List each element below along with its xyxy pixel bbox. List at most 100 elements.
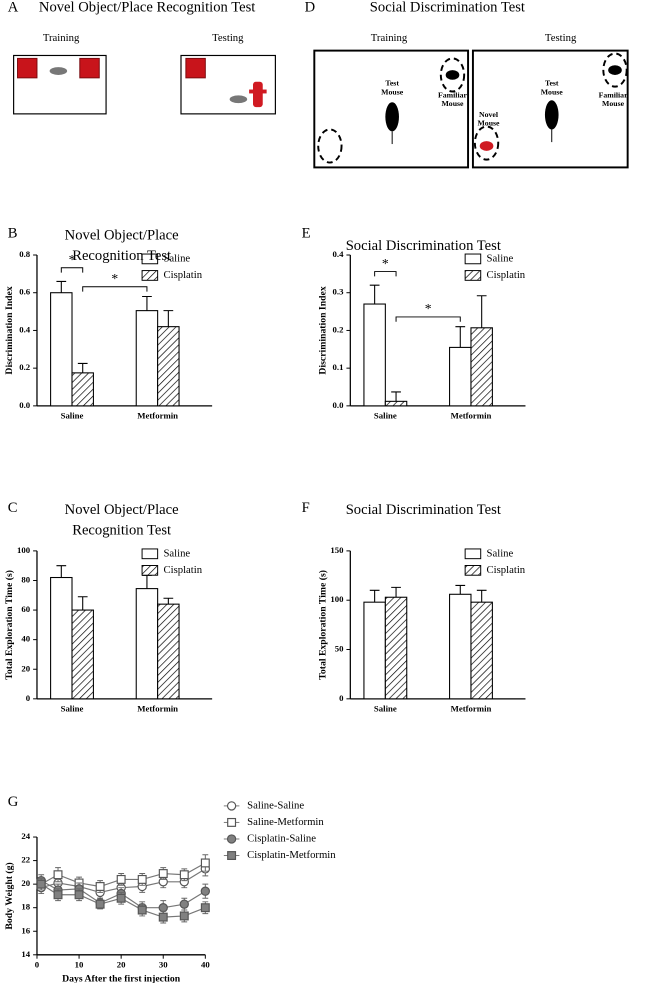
object-cube: [17, 57, 38, 79]
x-tick-label: Saline: [374, 411, 397, 421]
point: [179, 899, 189, 909]
significance-label: *: [425, 301, 432, 316]
legend-label: Saline: [163, 547, 190, 559]
error-bar: [476, 295, 487, 328]
point: [200, 903, 210, 913]
legend-label: Saline-Saline: [247, 799, 304, 811]
point: [95, 882, 105, 891]
legend-marker: [227, 817, 237, 827]
error-bar: [56, 565, 67, 578]
error-bar: [455, 326, 466, 348]
mouse-label: Test Mouse: [381, 78, 404, 97]
panel-title: Social Discrimination Test: [369, 0, 525, 16]
y-axis-label: Body Weight (g): [4, 862, 15, 929]
y-tick-label: 80: [21, 574, 30, 584]
y-axis-label: Total Exploration Time (s): [4, 570, 15, 680]
y-tick-label: 16: [21, 925, 30, 935]
legend-swatch: [141, 253, 159, 265]
significance-bracket: [60, 267, 84, 273]
y-tick-label: 0.0: [19, 400, 31, 410]
y-tick-label: 0.1: [333, 362, 344, 372]
chart-title: Novel Object/Place Recognition Test: [64, 227, 179, 264]
enclosure: [602, 52, 628, 88]
legend-swatch: [141, 565, 159, 576]
significance-label: *: [69, 252, 76, 267]
bar: [71, 609, 94, 700]
object-hydrant: [249, 89, 267, 94]
y-axis-label: Total Exploration Time (s): [317, 570, 328, 680]
bar: [363, 303, 386, 407]
mouse-label: Novel Mouse: [477, 109, 500, 128]
error-bar: [56, 280, 67, 293]
chart-title: Social Discrimination Test: [345, 238, 501, 255]
object-hydrant: [253, 81, 263, 108]
y-tick-label: 20: [21, 663, 30, 673]
point: [116, 874, 126, 884]
legend-label: Cisplatin-Metformin: [247, 849, 336, 861]
y-tick-label: 50: [335, 644, 344, 654]
x-tick-label: Saline: [61, 411, 84, 421]
bar: [157, 603, 180, 700]
bar: [363, 601, 386, 700]
bar: [50, 576, 73, 700]
y-tick-label: 22: [21, 855, 30, 865]
phase-label: Testing: [212, 32, 244, 44]
y-tick-label: 0.4: [333, 249, 345, 259]
y-tick-label: 60: [21, 604, 30, 614]
bar: [135, 588, 159, 700]
panel-letter: F: [301, 500, 310, 516]
y-tick-label: 18: [21, 902, 30, 912]
error-bar: [163, 597, 174, 605]
panel-title: Novel Object/Place Recognition Test: [38, 0, 256, 16]
object-cube: [79, 57, 100, 79]
bar: [470, 601, 493, 700]
point: [137, 905, 147, 915]
error-bar: [476, 589, 487, 603]
error-bar: [163, 310, 174, 327]
point: [53, 890, 63, 900]
chart-title: Social Discrimination Test: [345, 502, 501, 518]
legend-label: Saline: [163, 252, 190, 264]
bar: [71, 372, 94, 407]
legend-swatch: [141, 548, 159, 560]
mouse-label: Test Mouse: [540, 78, 563, 97]
x-tick-label: 10: [75, 960, 84, 970]
point: [200, 886, 210, 896]
legend-marker: [226, 801, 237, 811]
y-axis-label: Discrimination Index: [4, 286, 15, 374]
mouse: [229, 95, 248, 104]
mouse: [479, 141, 494, 151]
legend-swatch: [464, 565, 482, 576]
y-axis-label: Discrimination Index: [317, 286, 328, 374]
x-tick-label: 0: [35, 960, 40, 970]
legend-label: Saline: [487, 547, 514, 559]
panel-letter: B: [7, 225, 18, 242]
significance-label: *: [111, 271, 118, 286]
error-bar: [369, 589, 380, 603]
x-tick-label: 30: [159, 960, 168, 970]
mouse-label: Familiar Mouse: [438, 90, 467, 109]
x-tick-label: Metformin: [451, 411, 492, 421]
legend-label: Cisplatin: [163, 269, 202, 281]
phase-label: Testing: [544, 32, 577, 44]
error-bar: [391, 586, 401, 598]
significance-bracket: [82, 286, 148, 292]
bar: [470, 327, 493, 407]
x-axis-label: Days After the first injection: [62, 973, 181, 983]
bar: [157, 326, 180, 407]
y-tick-label: 100: [17, 545, 31, 555]
legend-swatch: [464, 548, 482, 560]
phase-label: Training: [42, 32, 80, 44]
y-tick-label: 150: [330, 545, 344, 555]
bar: [135, 310, 159, 407]
legend-label: Saline: [487, 252, 514, 264]
y-tick-label: 0.2: [333, 324, 344, 334]
error-bar: [142, 574, 152, 589]
enclosure: [473, 125, 500, 161]
legend-swatch: [141, 270, 159, 281]
phase-label: Training: [370, 32, 408, 44]
legend-marker: [227, 851, 237, 861]
mouse: [445, 70, 460, 80]
point: [36, 879, 46, 889]
